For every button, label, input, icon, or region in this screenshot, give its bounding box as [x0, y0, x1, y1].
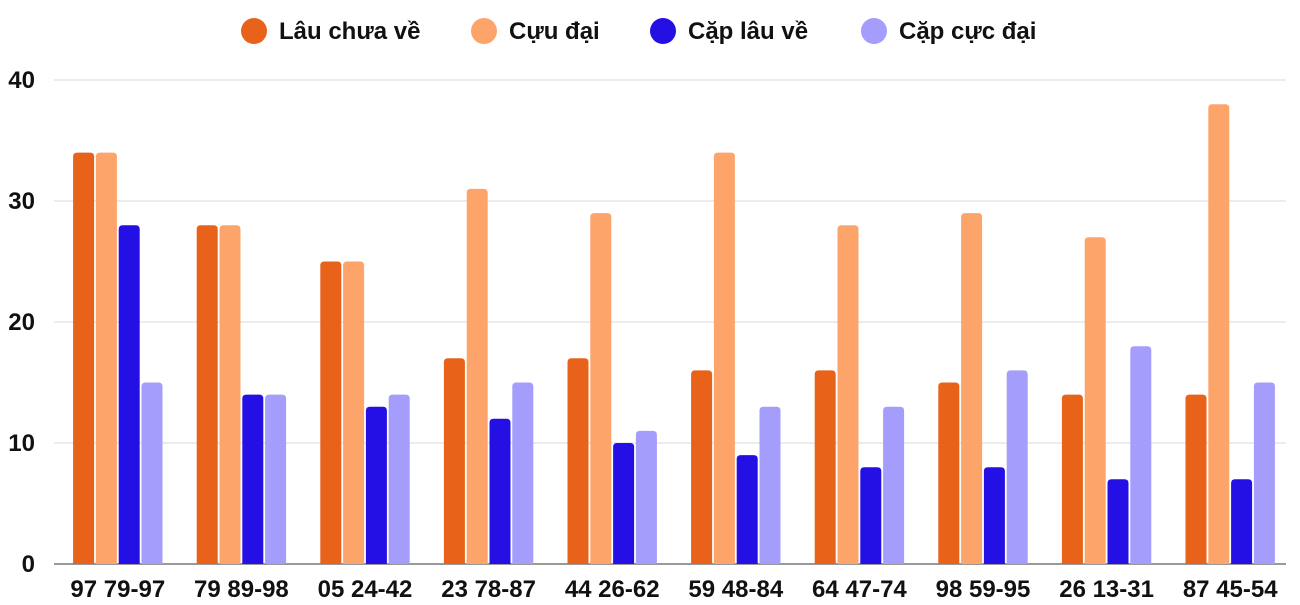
- legend-swatch: [861, 18, 887, 44]
- legend-swatch: [471, 18, 497, 44]
- bar: [443, 358, 465, 564]
- bar: [961, 213, 983, 564]
- x-tick-label: 23 78-87: [441, 576, 536, 600]
- bar: [613, 443, 635, 564]
- bar: [466, 188, 488, 564]
- bar: [1061, 394, 1083, 564]
- bar: [983, 467, 1005, 564]
- legend-swatch: [241, 18, 267, 44]
- bar: [759, 406, 781, 564]
- x-tick-label: 98 59-95: [936, 576, 1031, 600]
- bar: [141, 382, 163, 564]
- x-tick-label: 79 89-98: [194, 576, 289, 600]
- bar: [219, 225, 241, 564]
- bar: [388, 394, 410, 564]
- bar: [713, 152, 735, 564]
- bar: [1185, 394, 1207, 564]
- y-tick-label: 40: [8, 67, 35, 94]
- legend: Lâu chưa về Cựu đại Cặp lâu về Cặp cực đại: [241, 18, 1036, 45]
- bar: [489, 418, 511, 564]
- bar: [320, 261, 342, 564]
- x-tick-label: 64 47-74: [812, 576, 907, 600]
- bar: [365, 406, 387, 564]
- legend-label: Cựu đại: [509, 18, 600, 45]
- bar: [1084, 237, 1106, 565]
- bar: [635, 430, 657, 564]
- bar: [118, 225, 140, 564]
- bar: [242, 394, 264, 564]
- x-tick-label: 59 48-84: [688, 576, 783, 600]
- bar: [590, 213, 612, 564]
- bar: [73, 152, 95, 564]
- bar: [883, 406, 905, 564]
- legend-label: Cặp lâu về: [688, 18, 808, 45]
- bar: [1107, 479, 1129, 564]
- bar: [567, 358, 589, 564]
- bar: [837, 225, 859, 564]
- bar: [343, 261, 365, 564]
- bar: [1208, 104, 1230, 564]
- y-tick-label: 30: [8, 188, 35, 215]
- bar: [736, 455, 758, 564]
- y-tick-label: 10: [8, 430, 35, 457]
- x-tick-label: 44 26-62: [565, 576, 660, 600]
- y-tick-label: 20: [8, 309, 35, 336]
- bars: [73, 104, 1275, 565]
- bar: [95, 152, 117, 564]
- x-tick-label: 87 45-54: [1183, 576, 1278, 600]
- legend-swatch: [650, 18, 676, 44]
- x-axis: 97 79-97 79 89-98 05 24-42 23 78-87 44 26-62…: [70, 576, 1278, 603]
- x-tick-label: 05 24-42: [318, 576, 413, 600]
- bar: [860, 467, 882, 564]
- bar: [691, 370, 713, 564]
- legend-label: Cặp cực đại: [899, 18, 1036, 45]
- legend-label: Lâu chưa về: [279, 18, 420, 45]
- bar: [1231, 479, 1253, 564]
- bar: [938, 382, 960, 564]
- bar: [265, 394, 287, 564]
- bar: [1253, 382, 1275, 564]
- bar: [1130, 346, 1152, 564]
- bar: [512, 382, 534, 564]
- y-tick-label: 0: [22, 551, 35, 578]
- bar: [1006, 370, 1028, 564]
- x-tick-label: 26 13-31: [1059, 576, 1154, 600]
- y-axis: 0 10 20 30 40: [8, 67, 35, 578]
- bar: [814, 370, 836, 564]
- x-tick-label: 97 79-97: [70, 576, 165, 600]
- bar: [196, 225, 218, 564]
